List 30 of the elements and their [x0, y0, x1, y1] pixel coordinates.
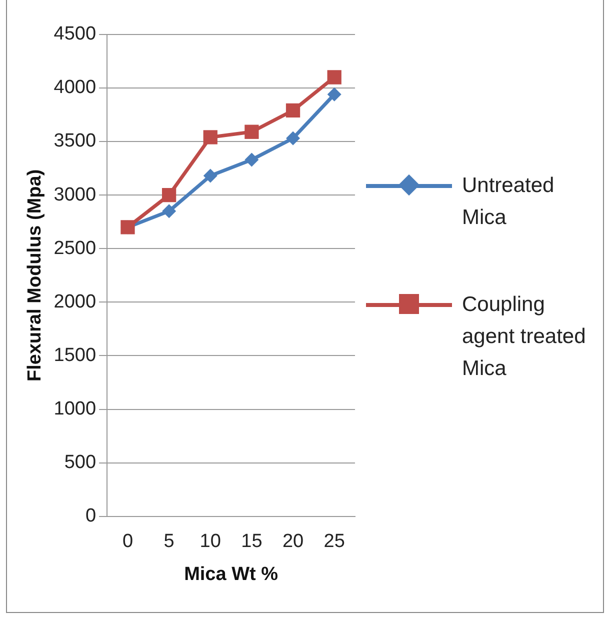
point [203, 130, 218, 144]
point [162, 204, 176, 218]
y-tick-label: 4500 [54, 24, 96, 45]
y-tick-label: 1000 [54, 398, 96, 420]
point [162, 188, 176, 202]
x-axis-title: Mica Wt % [184, 564, 278, 585]
x-tick-label: 20 [282, 531, 304, 552]
y-tick-label: 2000 [54, 291, 96, 312]
y-tick-label: 500 [64, 452, 96, 474]
point [327, 70, 342, 84]
legend-label: Untreated Mica [462, 174, 554, 229]
y-tick-label: 2500 [54, 238, 96, 259]
y-tick-label: 4000 [54, 77, 96, 98]
y-tick-label: 3000 [54, 184, 96, 206]
point [244, 152, 259, 167]
point [286, 131, 300, 146]
y-tick-label: 3500 [54, 130, 96, 152]
y-tick-label: 1500 [54, 344, 96, 366]
x-tick-label: 10 [200, 531, 221, 552]
x-tick-label: 25 [324, 531, 345, 552]
point [327, 87, 342, 102]
x-tick-label: 15 [241, 531, 262, 552]
point [286, 103, 300, 118]
y-axis-title: Flexural Modulus (Mpa) [24, 169, 46, 382]
legend-label: Coupling agent treated Mica [462, 293, 586, 380]
point [203, 168, 218, 183]
x-tick-label: 0 [122, 531, 134, 552]
point [244, 124, 259, 139]
y-tick-label: 0 [85, 506, 96, 527]
x-tick-label: 5 [164, 531, 174, 552]
